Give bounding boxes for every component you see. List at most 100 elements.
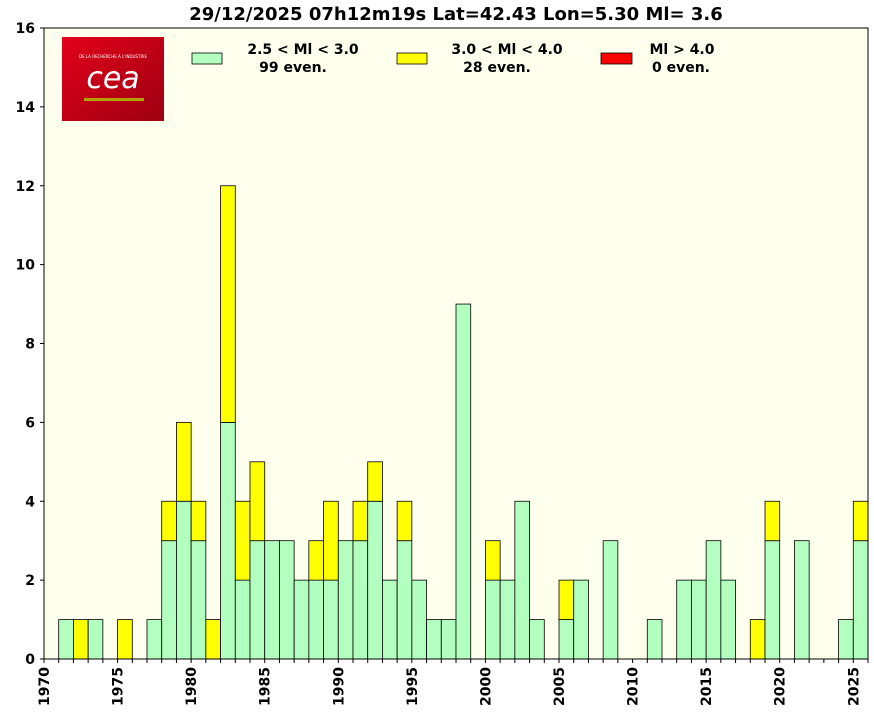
- x-tick-label-2000: 2000: [478, 667, 494, 706]
- bar-2018-series-1: [749, 619, 766, 660]
- legend-label-mid: 3.0 < Ml < 4.0: [451, 42, 563, 58]
- legend-swatch-low: [191, 52, 223, 65]
- legend-count-high: 0 even.: [652, 60, 710, 76]
- bar-1973-series-0: [87, 619, 104, 660]
- bar-1981-series-1: [205, 619, 221, 660]
- legend-label-high: Ml > 4.0: [649, 42, 714, 58]
- bar-2003-series-0: [529, 619, 545, 660]
- bar-2024-series-0: [838, 619, 854, 660]
- bar-1996-series-0: [426, 619, 442, 660]
- legend-entry-high: Ml > 4.0 0 even.: [600, 42, 715, 76]
- bar-1994-series-1: [396, 500, 413, 542]
- bar-1989-series-0: [323, 579, 339, 660]
- logo-underline: [84, 98, 144, 101]
- logo-background: [62, 37, 164, 121]
- bar-1982-series-0: [220, 421, 236, 660]
- bar-2019-series-0: [764, 540, 781, 660]
- bar-2002-series-0: [514, 500, 530, 660]
- bar-1980-series-0: [190, 540, 207, 660]
- x-tick-label-2020: 2020: [773, 667, 789, 706]
- y-tick-label-14: 14: [16, 100, 36, 116]
- legend-entry-mid: 3.0 < Ml < 4.0 28 even.: [396, 42, 563, 76]
- y-tick-label-12: 12: [16, 179, 35, 195]
- bar-1998-series-0: [455, 303, 472, 660]
- bar-1991-series-1: [352, 500, 369, 542]
- legend-label-low: 2.5 < Ml < 3.0: [247, 42, 359, 58]
- bar-2001-series-0: [499, 579, 516, 660]
- x-tick-label-1975: 1975: [111, 667, 127, 706]
- y-tick-label-0: 0: [25, 652, 35, 668]
- bar-1971-series-0: [58, 619, 74, 660]
- x-tick-label-1985: 1985: [258, 667, 274, 706]
- bar-1992-series-1: [367, 461, 383, 502]
- bar-1979-series-1: [176, 421, 192, 502]
- bar-2025-series-0: [852, 540, 869, 660]
- logo-tagline: DE LA RECHERCHE À L'INDUSTRIE: [79, 54, 147, 59]
- bar-2025-series-1: [852, 500, 869, 542]
- bar-2000-series-1: [485, 540, 501, 581]
- y-tick-label-2: 2: [25, 573, 35, 589]
- bar-2013-series-0: [676, 579, 692, 660]
- bar-1987-series-0: [293, 579, 310, 660]
- bar-2005-series-0: [558, 619, 575, 660]
- logo-wordmark: cea: [86, 61, 139, 96]
- bar-2019-series-1: [764, 500, 781, 542]
- bar-1983-series-0: [234, 579, 251, 660]
- bar-1994-series-0: [396, 540, 413, 660]
- bar-2015-series-0: [705, 540, 722, 660]
- bar-1980-series-1: [190, 500, 207, 542]
- bar-1989-series-1: [323, 500, 339, 581]
- bar-2021-series-0: [794, 540, 810, 660]
- bar-1988-series-1: [308, 540, 324, 581]
- plot-frame: [43, 27, 869, 660]
- bar-2008-series-0: [602, 540, 619, 660]
- legend-count-mid: 28 even.: [463, 60, 531, 76]
- legend: 2.5 < Ml < 3.0 99 even. 3.0 < Ml < 4.0 2…: [191, 42, 715, 76]
- bar-1984-series-1: [249, 461, 266, 542]
- bar-1979-series-0: [176, 500, 192, 660]
- bar-1982-series-1: [220, 185, 236, 423]
- legend-entry-low: 2.5 < Ml < 3.0 99 even.: [191, 42, 359, 76]
- y-tick-label-16: 16: [16, 21, 35, 37]
- bar-2006-series-0: [573, 579, 589, 660]
- bar-2016-series-0: [720, 579, 736, 660]
- bar-2014-series-0: [691, 579, 707, 660]
- y-axis: 0 2 4 6 8 10 12 14 16: [16, 21, 44, 668]
- y-tick-label-8: 8: [25, 337, 35, 353]
- bar-1985-series-0: [264, 540, 280, 660]
- x-tick-label-2015: 2015: [699, 667, 715, 706]
- bar-1986-series-0: [279, 540, 295, 660]
- legend-count-low: 99 even.: [259, 60, 327, 76]
- bar-1995-series-0: [411, 579, 427, 660]
- legend-swatch-mid: [396, 52, 428, 65]
- bar-1978-series-0: [161, 540, 177, 660]
- x-axis: 1970 1975 1980 1985 1990 1995 2000 2005 2010 2015…: [37, 659, 869, 706]
- y-tick-label-4: 4: [25, 494, 35, 510]
- bar-1975-series-1: [117, 619, 133, 660]
- bar-1993-series-0: [382, 579, 398, 660]
- bar-1972-series-1: [73, 619, 89, 660]
- x-tick-label-1995: 1995: [405, 667, 421, 706]
- bar-1984-series-0: [249, 540, 266, 660]
- y-tick-label-10: 10: [16, 258, 36, 274]
- bar-2000-series-0: [485, 579, 501, 660]
- y-tick-label-6: 6: [25, 415, 35, 431]
- bar-1988-series-0: [308, 579, 324, 660]
- bar-1977-series-0: [146, 619, 163, 660]
- bar-1978-series-1: [161, 500, 177, 542]
- x-tick-label-2010: 2010: [626, 667, 642, 706]
- bar-1992-series-0: [367, 500, 383, 660]
- x-tick-label-1970: 1970: [37, 667, 53, 706]
- bar-1991-series-0: [352, 540, 369, 660]
- cea-logo: DE LA RECHERCHE À L'INDUSTRIE cea: [62, 37, 164, 121]
- bar-1983-series-1: [234, 500, 251, 581]
- x-tick-label-2025: 2025: [846, 667, 862, 706]
- bar-2011-series-0: [646, 619, 663, 660]
- x-tick-label-1990: 1990: [331, 667, 347, 706]
- legend-swatch-high: [600, 52, 633, 65]
- x-tick-label-1980: 1980: [184, 667, 200, 706]
- bar-1997-series-0: [440, 619, 457, 660]
- x-tick-label-2005: 2005: [552, 667, 568, 706]
- bar-2005-series-1: [558, 579, 575, 620]
